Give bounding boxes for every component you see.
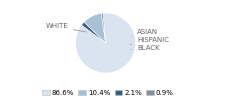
Text: HISPANIC: HISPANIC bbox=[130, 37, 169, 44]
Legend: 86.6%, 10.4%, 2.1%, 0.9%: 86.6%, 10.4%, 2.1%, 0.9% bbox=[39, 87, 177, 98]
Wedge shape bbox=[76, 13, 136, 73]
Wedge shape bbox=[84, 13, 106, 43]
Text: ASIAN: ASIAN bbox=[132, 29, 158, 37]
Wedge shape bbox=[82, 22, 106, 43]
Text: WHITE: WHITE bbox=[45, 24, 86, 32]
Wedge shape bbox=[101, 13, 106, 43]
Text: BLACK: BLACK bbox=[131, 45, 160, 51]
